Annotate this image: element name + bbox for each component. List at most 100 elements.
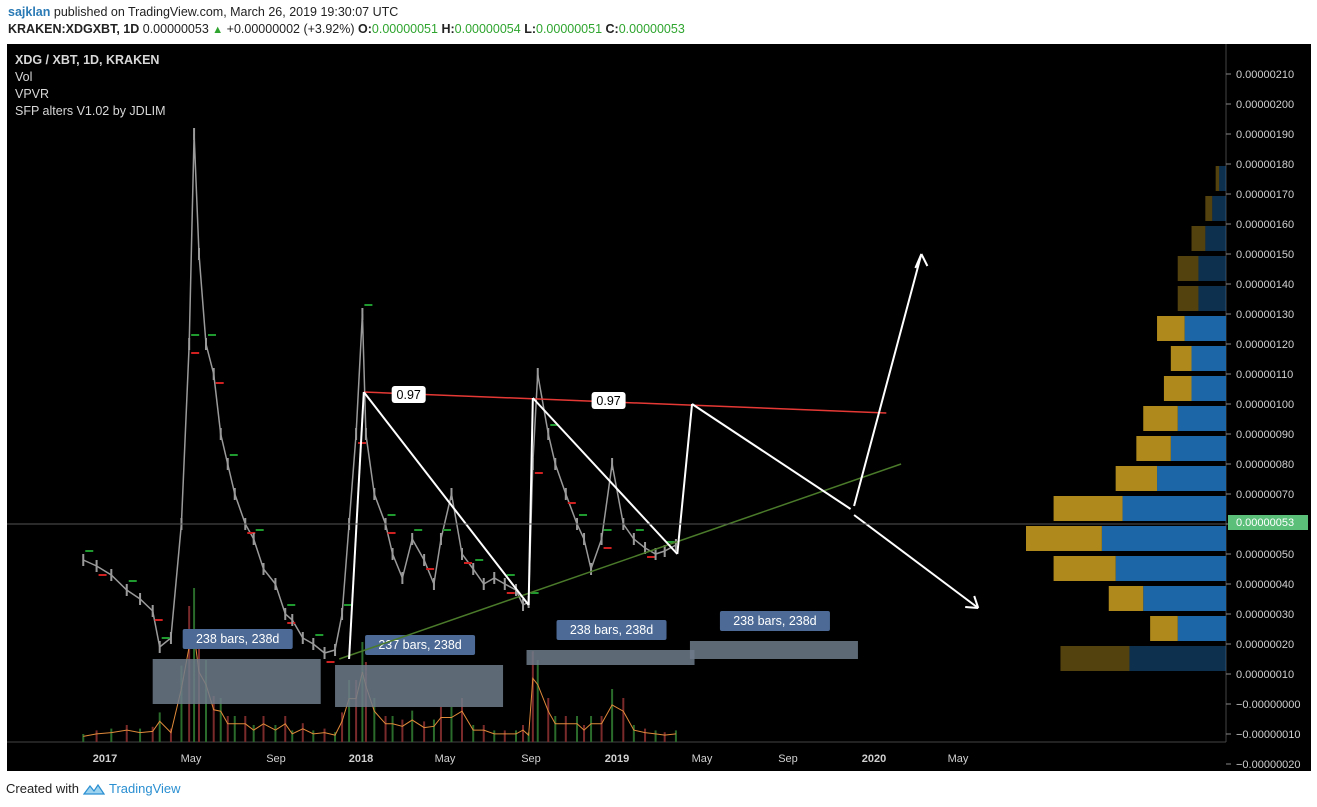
sfp-marker-low bbox=[154, 619, 163, 621]
price-candle bbox=[674, 539, 677, 551]
x-tick-label: Sep bbox=[778, 753, 798, 765]
volume-bar bbox=[355, 680, 358, 742]
vpvr-up-bar bbox=[1101, 526, 1226, 551]
sfp-marker-high bbox=[344, 604, 353, 606]
price-candle bbox=[373, 488, 376, 500]
symbol-label: KRAKEN:XDGXBT, 1D bbox=[8, 22, 140, 36]
price-candle bbox=[226, 458, 229, 470]
pattern-leg bbox=[532, 397, 679, 555]
y-tick-label: 0.00000100 bbox=[1236, 399, 1294, 411]
price-candle bbox=[423, 554, 426, 566]
volume-bar bbox=[244, 716, 247, 742]
price-candle bbox=[233, 488, 236, 500]
legend-volume[interactable]: Vol bbox=[15, 70, 33, 84]
price-candle bbox=[158, 641, 161, 653]
volume-bar bbox=[312, 730, 315, 742]
range-boxes: 238 bars, 238d 237 bars, 238d 238 bars, 23… bbox=[152, 611, 858, 707]
volume-bar bbox=[274, 725, 277, 742]
tradingview-link[interactable]: TradingView bbox=[108, 781, 181, 796]
author-link[interactable]: sajklan bbox=[8, 5, 51, 19]
sfp-marker-low bbox=[247, 532, 256, 534]
volume-bar bbox=[531, 651, 534, 742]
drawings[interactable]: 0.97 0.97 bbox=[339, 253, 980, 660]
sfp-marker-high bbox=[579, 514, 588, 516]
volume-bar bbox=[169, 728, 172, 742]
range-label: 238 bars, 238d bbox=[196, 632, 279, 646]
price-candle bbox=[391, 548, 394, 560]
vpvr-up-bar bbox=[1129, 646, 1226, 671]
sfp-marker-high bbox=[229, 454, 238, 456]
price-candle bbox=[197, 248, 200, 260]
price-candle bbox=[583, 533, 586, 545]
chart-svg[interactable]: 238 bars, 238d 237 bars, 238d 238 bars, 23… bbox=[7, 44, 1311, 771]
volume-bar bbox=[522, 725, 525, 742]
sfp-marker-high bbox=[387, 514, 396, 516]
price-candle bbox=[284, 608, 287, 620]
y-tick-label: −0.00000020 bbox=[1236, 759, 1301, 771]
range-label: 238 bars, 238d bbox=[570, 623, 653, 637]
price-candle bbox=[503, 578, 506, 590]
x-axis-ticks: 2017 May Sep 2018 May Sep 2019 May Sep 2020 May bbox=[93, 753, 969, 765]
legend-sfp[interactable]: SFP alters V1.02 by JDLIM bbox=[15, 104, 166, 118]
price-candle bbox=[493, 572, 496, 584]
price-candle bbox=[432, 578, 435, 590]
vpvr-up-bar bbox=[1170, 436, 1226, 461]
volume-bar bbox=[384, 716, 387, 742]
change-value: +0.00000002 (+3.92%) bbox=[226, 22, 355, 36]
price-line bbox=[82, 133, 677, 654]
price-candle bbox=[644, 542, 647, 554]
y-tick-label: 0.00000020 bbox=[1236, 639, 1294, 651]
volume-bar bbox=[583, 725, 586, 742]
price-candle bbox=[341, 608, 344, 620]
vpvr-up-bar bbox=[1157, 466, 1226, 491]
vpvr-up-bar bbox=[1177, 406, 1226, 431]
y-tick-label: 0.00000010 bbox=[1236, 669, 1294, 681]
volume-bar bbox=[536, 660, 539, 742]
legend-vpvr[interactable]: VPVR bbox=[15, 87, 50, 101]
sfp-marker-low bbox=[287, 622, 296, 624]
price-axis[interactable] bbox=[1226, 44, 1311, 771]
price-candle bbox=[590, 563, 593, 575]
y-tick-label: 0.00000180 bbox=[1236, 159, 1294, 171]
price-candle bbox=[262, 563, 265, 575]
price-candle bbox=[212, 368, 215, 380]
bearish-arrow-line bbox=[853, 514, 979, 609]
x-tick-label: Sep bbox=[521, 753, 541, 765]
sfp-marker-high bbox=[85, 550, 94, 552]
volume-bar bbox=[301, 723, 304, 742]
vpvr-up-bar bbox=[1198, 256, 1226, 281]
low-value: 0.00000051 bbox=[536, 22, 603, 36]
sfp-marker-high bbox=[191, 334, 200, 336]
price-candle bbox=[361, 308, 364, 320]
volume-bar bbox=[373, 698, 376, 742]
y-tick-label: 0.00000130 bbox=[1236, 309, 1294, 321]
ohlc-line: KRAKEN:XDGXBT, 1D 0.00000053 ▲ +0.000000… bbox=[8, 22, 685, 36]
price-candle bbox=[219, 428, 222, 440]
price-candle bbox=[204, 338, 207, 350]
volume-bar bbox=[674, 730, 677, 742]
bullish-arrow-line bbox=[853, 253, 923, 507]
sfp-marker-high bbox=[506, 574, 515, 576]
volume-bar bbox=[323, 728, 326, 742]
chart-pane[interactable]: 238 bars, 238d 237 bars, 238d 238 bars, 23… bbox=[7, 44, 1311, 771]
close-value: 0.00000053 bbox=[618, 22, 685, 36]
open-label: O: bbox=[358, 22, 372, 36]
vpvr-up-bar bbox=[1143, 586, 1226, 611]
last-price-label: 0.00000053 bbox=[1236, 517, 1294, 529]
vpvr-up-bar bbox=[1205, 226, 1226, 251]
price-candle bbox=[301, 632, 304, 644]
high-value: 0.00000054 bbox=[454, 22, 521, 36]
volume-bar bbox=[151, 726, 154, 742]
volume-bar bbox=[644, 728, 647, 742]
last-price: 0.00000053 bbox=[142, 22, 209, 36]
bullish-arrowhead-a bbox=[914, 253, 923, 269]
x-tick-label: May bbox=[692, 753, 713, 765]
range-label-box bbox=[182, 629, 293, 649]
price-series bbox=[82, 128, 677, 663]
sfp-marker-high bbox=[530, 592, 539, 594]
volume-bar bbox=[219, 698, 222, 742]
x-tick-label: Sep bbox=[266, 753, 286, 765]
legend-symbol[interactable]: XDG / XBT, 1D, KRAKEN bbox=[15, 53, 160, 67]
y-tick-label: −0.00000000 bbox=[1236, 699, 1301, 711]
price-candle bbox=[482, 578, 485, 590]
